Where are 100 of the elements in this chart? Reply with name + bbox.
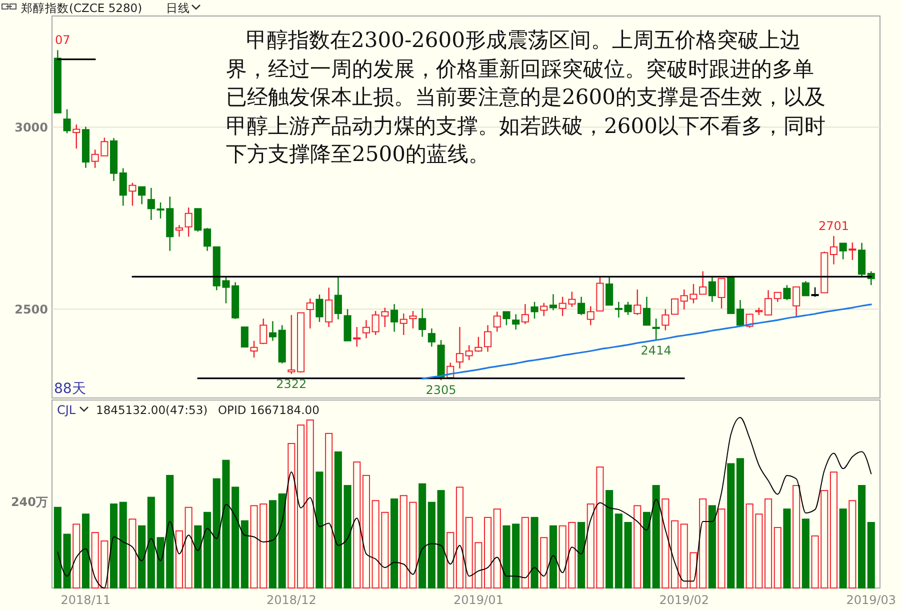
y-tick-label: 3000 <box>14 120 48 134</box>
candlestick <box>325 287 333 328</box>
candlestick <box>764 290 772 316</box>
annotation: 甲醇指数在2300-2600形成震荡区间。上周五价格突破上边界，经过一周的发展，价格重新回踩突破位。突破时跟进的多单已经触发保本止损。当前要注意的是2600的支撑是否生效，以及甲醇上游产品动力煤的支撑。如若跌破，2600以下不看多，同时下方支撑降至2500的蓝线。 <box>226 27 826 168</box>
bar <box>204 512 212 588</box>
bar <box>390 498 398 588</box>
bar <box>606 490 614 588</box>
candlestick <box>288 314 296 375</box>
candlestick <box>642 296 650 326</box>
bar <box>512 524 520 588</box>
text: 1845132.00(47:53) <box>96 403 208 417</box>
candlestick <box>353 326 361 348</box>
candlestick <box>614 301 622 318</box>
bar <box>428 502 436 588</box>
annotation: 2305 <box>426 383 456 398</box>
candlestick <box>119 168 127 206</box>
bar <box>624 522 632 588</box>
bar <box>138 525 146 588</box>
candlestick <box>456 326 464 370</box>
candlestick <box>63 108 71 134</box>
candlestick <box>250 340 258 358</box>
candlestick <box>774 292 782 302</box>
candlestick <box>72 124 80 150</box>
candlestick <box>306 298 314 330</box>
text: CJL <box>57 403 76 417</box>
candlestick <box>736 299 744 328</box>
bar <box>119 502 127 588</box>
bar <box>240 520 248 588</box>
candlestick <box>540 302 548 317</box>
candlestick <box>848 242 856 261</box>
bar <box>642 512 650 588</box>
candlestick <box>783 284 791 301</box>
bar <box>63 534 71 588</box>
y-tick-label: 2500 <box>14 302 48 316</box>
x-tick-label: 2019/02 <box>659 593 710 607</box>
bar <box>344 485 352 588</box>
x-tick-label: 2018/12 <box>266 593 316 607</box>
candlestick <box>138 186 146 205</box>
candlestick <box>549 294 557 311</box>
candlestick <box>671 298 679 315</box>
bar <box>316 472 324 588</box>
bar <box>530 516 538 588</box>
bar <box>278 493 286 588</box>
candlestick <box>400 312 408 336</box>
candlestick <box>128 182 136 206</box>
x-tick-label: 2019/03 <box>846 593 896 607</box>
candlestick <box>830 235 838 265</box>
bar <box>82 514 90 588</box>
chart-subtitle: 日线 <box>166 1 190 15</box>
bar <box>783 508 791 588</box>
candlestick <box>334 276 342 320</box>
candlestick <box>316 294 324 322</box>
bar <box>232 486 240 588</box>
bar <box>437 490 445 588</box>
bar <box>727 463 735 588</box>
candlestick <box>240 326 248 348</box>
x-tick-label: 2019/01 <box>453 593 504 607</box>
bar <box>334 451 342 588</box>
candlestick <box>418 308 426 338</box>
candlestick <box>839 242 847 260</box>
bar <box>652 485 660 588</box>
candlestick <box>652 318 660 342</box>
candlestick <box>578 296 586 316</box>
annotation: 2414 <box>640 343 672 358</box>
candlestick <box>147 187 155 221</box>
bar <box>110 504 118 588</box>
bar <box>549 525 557 588</box>
candlestick <box>811 286 819 298</box>
candlestick <box>802 280 810 296</box>
candlestick <box>521 303 529 325</box>
bar <box>147 496 155 588</box>
text: 240万 <box>10 495 48 509</box>
bar <box>802 518 810 588</box>
bar <box>858 485 866 588</box>
candlestick <box>493 311 501 332</box>
candlestick <box>530 301 538 320</box>
candlestick <box>792 286 800 317</box>
annotation: 2701 <box>818 218 849 233</box>
candlestick <box>268 320 276 342</box>
bar <box>268 500 276 588</box>
bar <box>708 505 716 588</box>
candlestick <box>409 310 417 330</box>
candlestick <box>260 318 268 345</box>
candlestick <box>428 328 436 348</box>
text: OPID 1667184.00 <box>218 403 320 417</box>
candlestick <box>718 278 726 310</box>
bar <box>867 522 875 588</box>
line-series <box>422 304 872 380</box>
candlestick <box>362 319 370 339</box>
candlestick <box>606 275 614 306</box>
bar <box>194 525 202 588</box>
bar <box>736 458 744 588</box>
annotation: 88天 <box>54 381 86 397</box>
candlestick <box>502 311 510 326</box>
candlestick <box>184 206 192 238</box>
bar <box>614 514 622 588</box>
annotation: 07 <box>55 33 70 47</box>
candlestick <box>484 324 492 352</box>
candlestick <box>175 224 183 238</box>
candlestick <box>699 270 707 295</box>
